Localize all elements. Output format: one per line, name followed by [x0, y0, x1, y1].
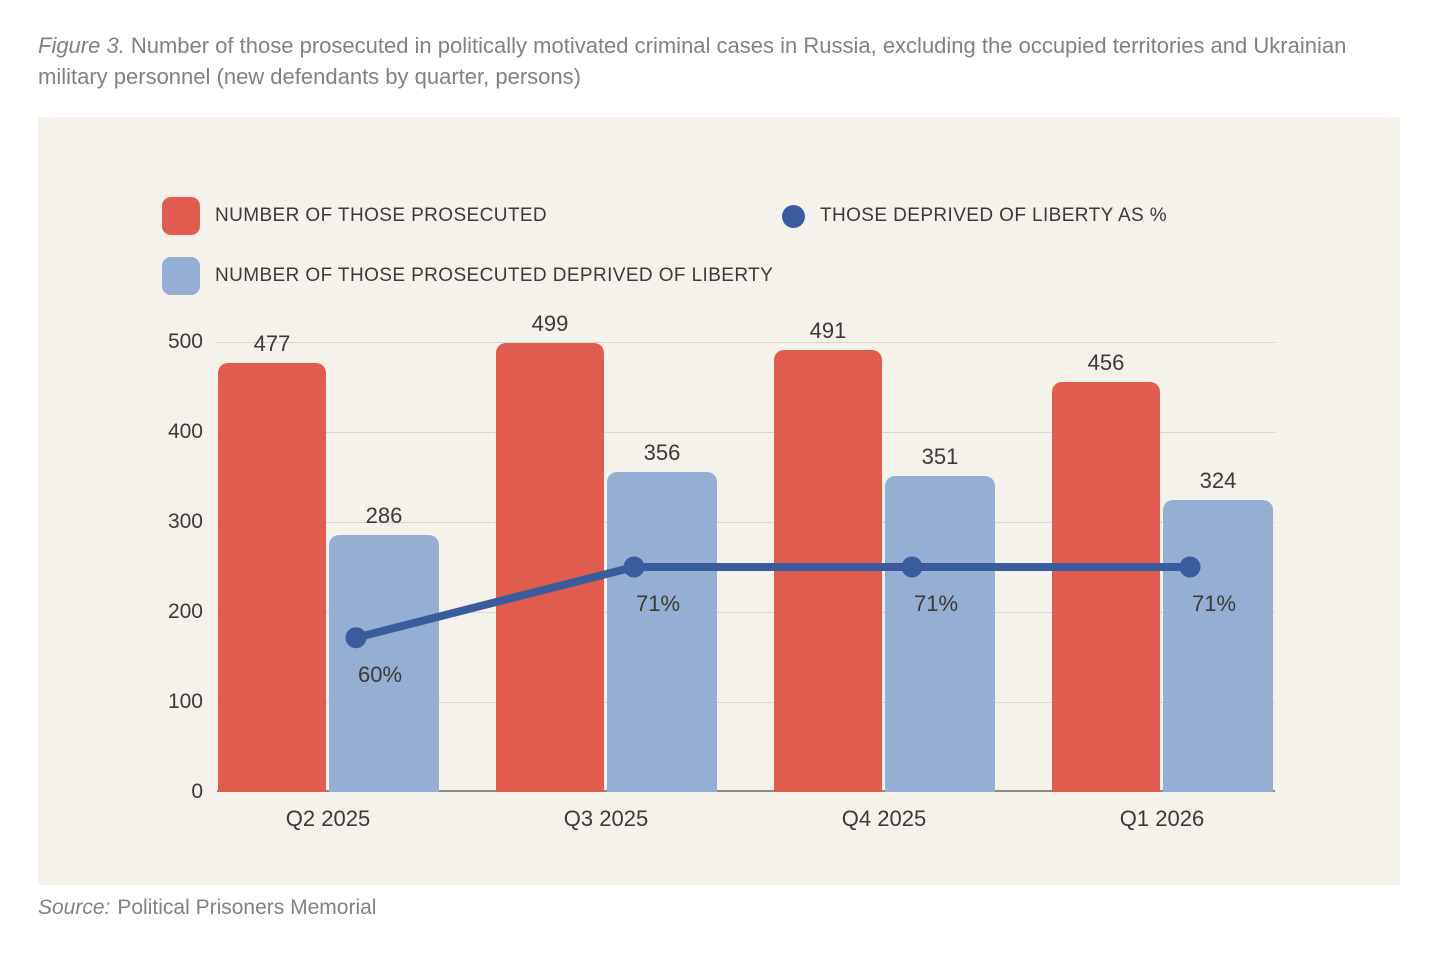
- percent-value-q2-2025: 60%: [357, 661, 403, 687]
- legend-swatch-blue: [162, 257, 200, 295]
- bar-prosecuted-q2-2025: [218, 362, 326, 792]
- y-tick-400: 400: [167, 420, 203, 443]
- legend-item-percent: THOSE DEPRIVED OF LIBERTY AS %: [782, 197, 1167, 235]
- plot-area: 0 100 200 300 400 500 477 286 Q2 2025 499 356 Q3 20…: [168, 311, 1275, 831]
- bar-value-prosecuted-q1-2026: 456: [1087, 349, 1125, 375]
- x-tick-q4-2025: Q4 2025: [841, 806, 927, 831]
- grid-line-500: [217, 342, 1275, 343]
- bar-value-prosecuted-q2-2025: 477: [253, 330, 291, 356]
- percent-value-q1-2026: 71%: [1191, 591, 1237, 616]
- percent-value-q3-2025: 71%: [635, 591, 681, 616]
- figure-number: Figure 3.: [38, 33, 125, 58]
- bar-prosecuted-q1-2026: [1052, 381, 1160, 792]
- x-tick-q3-2025: Q3 2025: [563, 806, 649, 831]
- legend-item-deprived: NUMBER OF THOSE PROSECUTED DEPRIVED OF L…: [162, 257, 773, 295]
- y-tick-200: 200: [167, 600, 203, 623]
- y-tick-100: 100: [167, 690, 203, 713]
- bar-deprived-q3-2025: [607, 471, 717, 792]
- figure-title-text: Number of those prosecuted in politicall…: [38, 33, 1347, 89]
- percent-value-q4-2025: 71%: [913, 591, 959, 616]
- bar-value-deprived-q1-2026: 324: [1199, 468, 1237, 494]
- legend-swatch-red: [162, 197, 200, 235]
- source-line: Source: Political Prisoners Memorial: [38, 896, 376, 920]
- figure-title: Figure 3. Number of those prosecuted in p…: [38, 30, 1368, 92]
- y-tick-500: 500: [167, 330, 203, 353]
- legend-label-deprived: NUMBER OF THOSE PROSECUTED DEPRIVED OF L…: [215, 265, 774, 286]
- bar-deprived-q4-2025: [885, 476, 995, 792]
- y-tick-300: 300: [167, 510, 203, 533]
- chart-panel: NUMBER OF THOSE PROSECUTED THOSE DEPRIVE…: [38, 117, 1400, 885]
- legend-dot-icon: [782, 204, 805, 228]
- grid-line-400: [217, 432, 1275, 433]
- x-axis-line: [217, 790, 1275, 792]
- x-tick-q1-2026: Q1 2026: [1119, 806, 1205, 831]
- bar-value-prosecuted-q4-2025: 491: [809, 318, 847, 344]
- x-tick-q2-2025: Q2 2025: [285, 806, 371, 831]
- bar-value-prosecuted-q3-2025: 499: [531, 310, 569, 336]
- legend-item-prosecuted: NUMBER OF THOSE PROSECUTED: [162, 197, 547, 235]
- y-tick-0: 0: [191, 780, 203, 803]
- legend-label-prosecuted: NUMBER OF THOSE PROSECUTED: [215, 205, 548, 226]
- bar-prosecuted-q4-2025: [774, 350, 882, 792]
- source-value: Political Prisoners Memorial: [117, 896, 377, 919]
- grid-line-300: [217, 522, 1275, 523]
- bar-value-deprived-q2-2025: 286: [365, 502, 403, 528]
- bar-value-deprived-q3-2025: 356: [643, 439, 681, 465]
- bar-deprived-q1-2026: [1163, 500, 1273, 792]
- legend-label-percent: THOSE DEPRIVED OF LIBERTY AS %: [820, 205, 1168, 226]
- source-label: Source:: [38, 896, 111, 919]
- bar-value-deprived-q4-2025: 351: [921, 444, 959, 470]
- bar-prosecuted-q3-2025: [496, 342, 604, 792]
- grid-line-100: [217, 702, 1275, 703]
